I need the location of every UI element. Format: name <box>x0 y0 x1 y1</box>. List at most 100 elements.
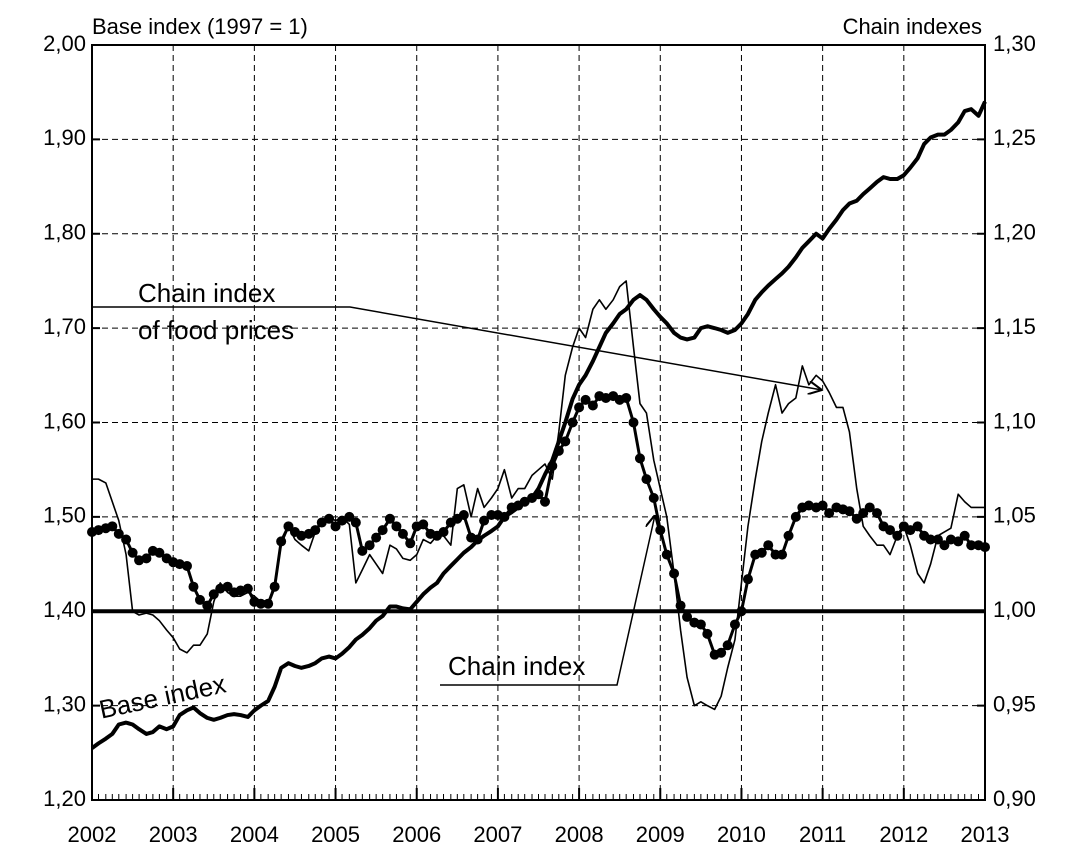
series-marker <box>824 508 835 519</box>
food-index-leader <box>92 306 822 390</box>
plot-frame <box>91 44 986 801</box>
y2-tick-label: 1,10 <box>993 408 1036 433</box>
series-marker <box>959 530 970 541</box>
series-marker <box>872 508 883 519</box>
series-marker <box>939 540 950 551</box>
series-marker <box>682 611 693 622</box>
x-tick-label: 2012 <box>879 822 928 847</box>
series-marker <box>479 515 490 526</box>
series-marker <box>932 534 943 545</box>
series-marker <box>777 549 788 560</box>
series-marker <box>655 525 666 536</box>
base-index-annotation: Base index <box>96 669 228 725</box>
series-marker <box>350 517 361 528</box>
series-marker <box>817 500 828 511</box>
series-marker <box>628 417 639 428</box>
series-marker <box>587 400 598 411</box>
series-marker <box>458 509 469 520</box>
series-marker <box>966 540 977 551</box>
series-marker <box>154 547 165 558</box>
y2-tick-label: 1,30 <box>993 31 1036 56</box>
series-marker <box>547 460 558 471</box>
y-tick-label: 1,70 <box>43 314 86 339</box>
series-marker <box>661 549 672 560</box>
series-marker <box>925 534 936 545</box>
series-marker <box>438 526 449 537</box>
series-marker <box>188 581 199 592</box>
series-marker <box>405 538 416 549</box>
y-axis-label: Base index (1997 = 1) <box>92 14 308 39</box>
y2-tick-label: 1,05 <box>993 503 1036 528</box>
series-marker <box>864 502 875 513</box>
y-tick-label: 1,40 <box>43 597 86 622</box>
series-marker <box>716 647 727 658</box>
plot-data <box>87 100 990 750</box>
series-marker <box>641 474 652 485</box>
x-tick-label: 2008 <box>555 822 604 847</box>
series-marker <box>181 560 192 571</box>
y-tick-label: 1,60 <box>43 408 86 433</box>
x-tick-label: 2011 <box>799 822 846 847</box>
series-marker <box>418 519 429 530</box>
series-marker <box>377 525 388 536</box>
x-tick-label: 2004 <box>230 822 279 847</box>
x-tick-label: 2002 <box>68 822 117 847</box>
series-marker <box>242 583 253 594</box>
series-marker <box>202 600 213 611</box>
y2-tick-label: 0,90 <box>993 786 1036 811</box>
series-marker <box>844 506 855 517</box>
x-tick-label: 2013 <box>961 822 1010 847</box>
x-tick-label: 2010 <box>717 822 766 847</box>
y2-tick-label: 1,00 <box>993 597 1036 622</box>
series-line <box>91 394 986 657</box>
y-tick-label: 2,00 <box>43 31 86 56</box>
series-marker <box>107 521 118 532</box>
y2-tick-label: 1,20 <box>993 220 1036 245</box>
series-marker <box>953 536 964 547</box>
series-marker <box>397 528 408 539</box>
series-marker <box>255 598 266 609</box>
food-index-annotation: Chain index of food prices <box>138 278 294 345</box>
chain-index-annotation: Chain index <box>448 651 585 681</box>
series-marker <box>567 417 578 428</box>
series-marker <box>127 547 138 558</box>
series-marker <box>885 525 896 536</box>
y2-tick-label: 1,15 <box>993 314 1036 339</box>
series-marker <box>580 394 591 405</box>
x-tick-label: 2007 <box>473 822 522 847</box>
series-marker <box>344 511 355 522</box>
series-marker <box>912 521 923 532</box>
series-marker <box>742 574 753 585</box>
y2-tick-label: 0,95 <box>993 691 1036 716</box>
series-marker <box>729 619 740 630</box>
series-marker <box>756 547 767 558</box>
series-marker <box>621 392 632 403</box>
series-marker <box>194 594 205 605</box>
x-tick-label: 2009 <box>636 822 685 847</box>
series-marker <box>851 513 862 524</box>
x-tick-label: 2005 <box>311 822 360 847</box>
y-tick-label: 1,80 <box>43 220 86 245</box>
series-line <box>92 280 985 711</box>
series-marker <box>371 532 382 543</box>
x-tick-label: 2003 <box>149 822 198 847</box>
y-tick-label: 1,90 <box>43 125 86 150</box>
series-marker <box>634 453 645 464</box>
series-marker <box>763 540 774 551</box>
series-marker <box>560 436 571 447</box>
series-marker <box>364 540 375 551</box>
chain-index-leader <box>440 515 655 686</box>
series-marker <box>695 619 706 630</box>
series-marker <box>722 640 733 651</box>
x-tick-label: 2006 <box>392 822 441 847</box>
series-marker <box>324 513 335 524</box>
y2-axis-label: Chain indexes <box>843 14 982 39</box>
y-tick-label: 1,30 <box>43 691 86 716</box>
series-marker <box>391 521 402 532</box>
series-marker <box>539 496 550 507</box>
series-line <box>90 100 987 750</box>
series-marker <box>499 511 510 522</box>
y-tick-label: 1,20 <box>43 786 86 811</box>
series-marker <box>533 489 544 500</box>
